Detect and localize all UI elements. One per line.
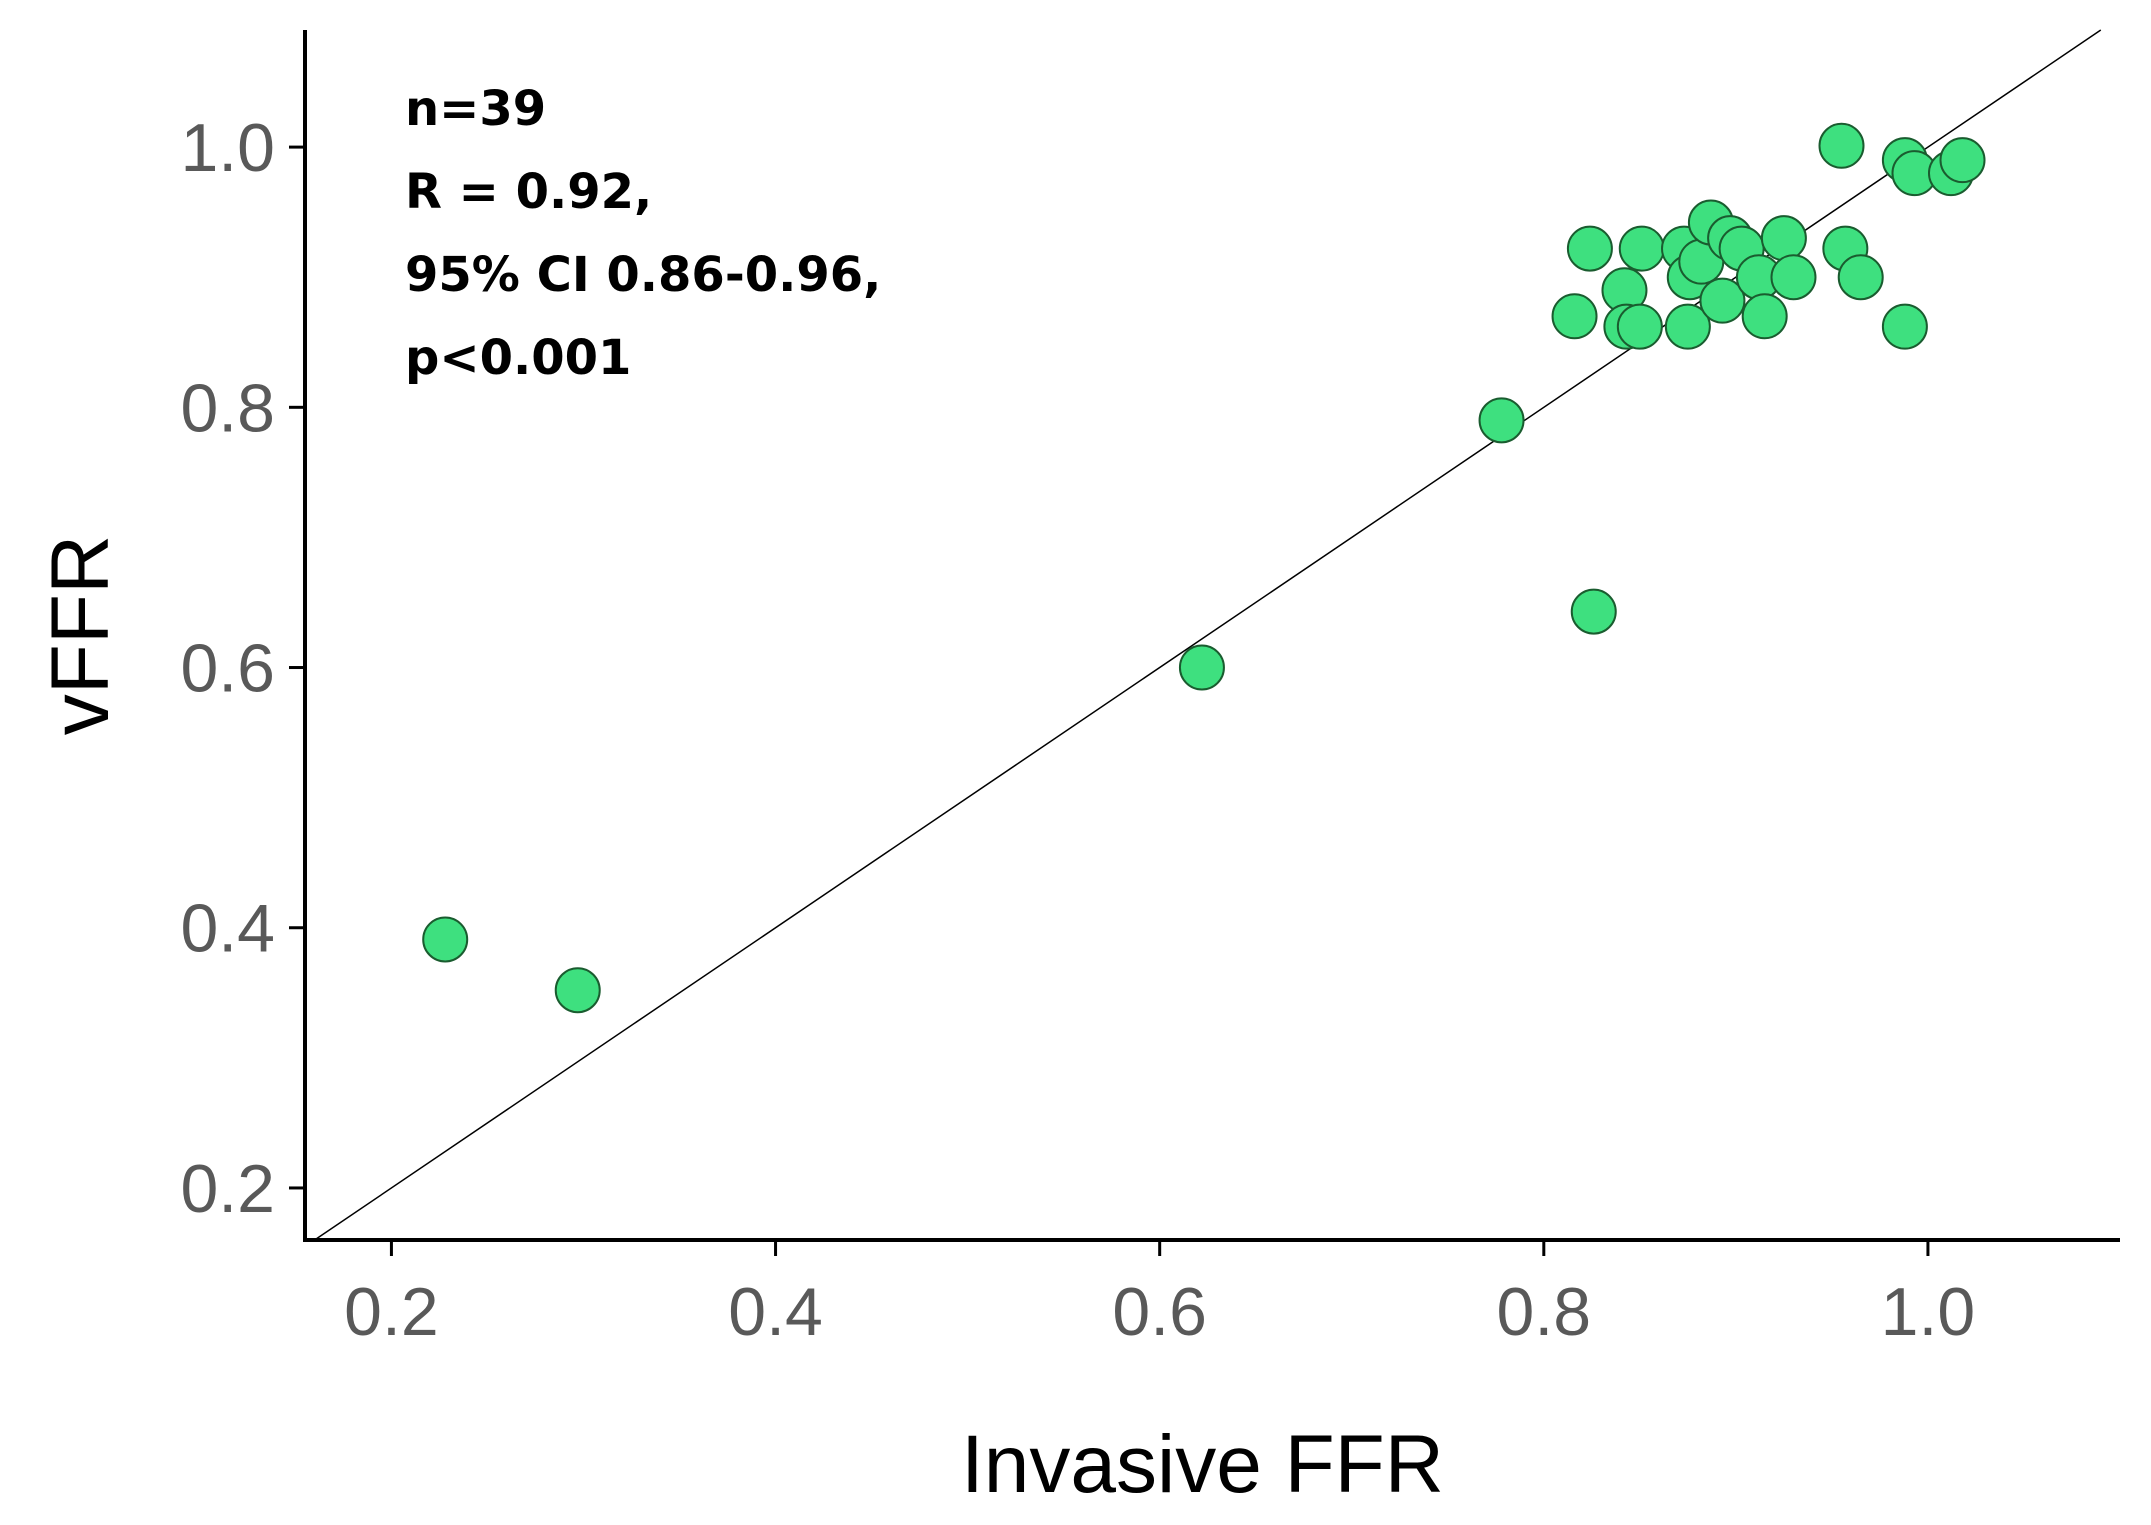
y-tick-label: 0.6 [180, 631, 275, 707]
data-point [1616, 303, 1663, 350]
y-tick-label: 0.2 [180, 1151, 275, 1227]
data-point [1664, 303, 1711, 350]
stats-annotation-line: 95% CI 0.86-0.96, [405, 247, 881, 303]
data-point [422, 916, 469, 963]
stats-annotation-line: R = 0.92, [405, 164, 652, 220]
y-tick-label: 0.4 [180, 891, 275, 967]
x-tick-label: 0.4 [728, 1274, 823, 1350]
x-tick-label: 0.8 [1497, 1274, 1592, 1350]
data-point [554, 967, 601, 1014]
data-point [1566, 225, 1613, 272]
stats-annotation-line: n=39 [405, 81, 546, 137]
data-point [1760, 215, 1807, 262]
data-point [1618, 225, 1665, 272]
data-point [1178, 644, 1225, 691]
data-point [1939, 137, 1986, 184]
stats-annotation-line: p<0.001 [405, 330, 631, 386]
data-point [1570, 588, 1617, 635]
x-axis-title: Invasive FFR [961, 1419, 1444, 1510]
data-point [1478, 397, 1525, 444]
y-tick-label: 0.8 [180, 370, 275, 446]
y-axis-title: vFFR [35, 535, 126, 735]
data-point [1551, 293, 1598, 340]
x-tick-label: 0.2 [344, 1274, 439, 1350]
data-point [1741, 293, 1788, 340]
data-point [1818, 122, 1865, 169]
x-tick-label: 1.0 [1881, 1274, 1976, 1350]
data-point [1881, 303, 1928, 350]
data-point [1699, 277, 1746, 324]
data-point [1770, 254, 1817, 301]
data-point [1837, 254, 1884, 301]
x-tick-label: 0.6 [1112, 1274, 1207, 1350]
y-tick-label: 1.0 [180, 110, 275, 186]
